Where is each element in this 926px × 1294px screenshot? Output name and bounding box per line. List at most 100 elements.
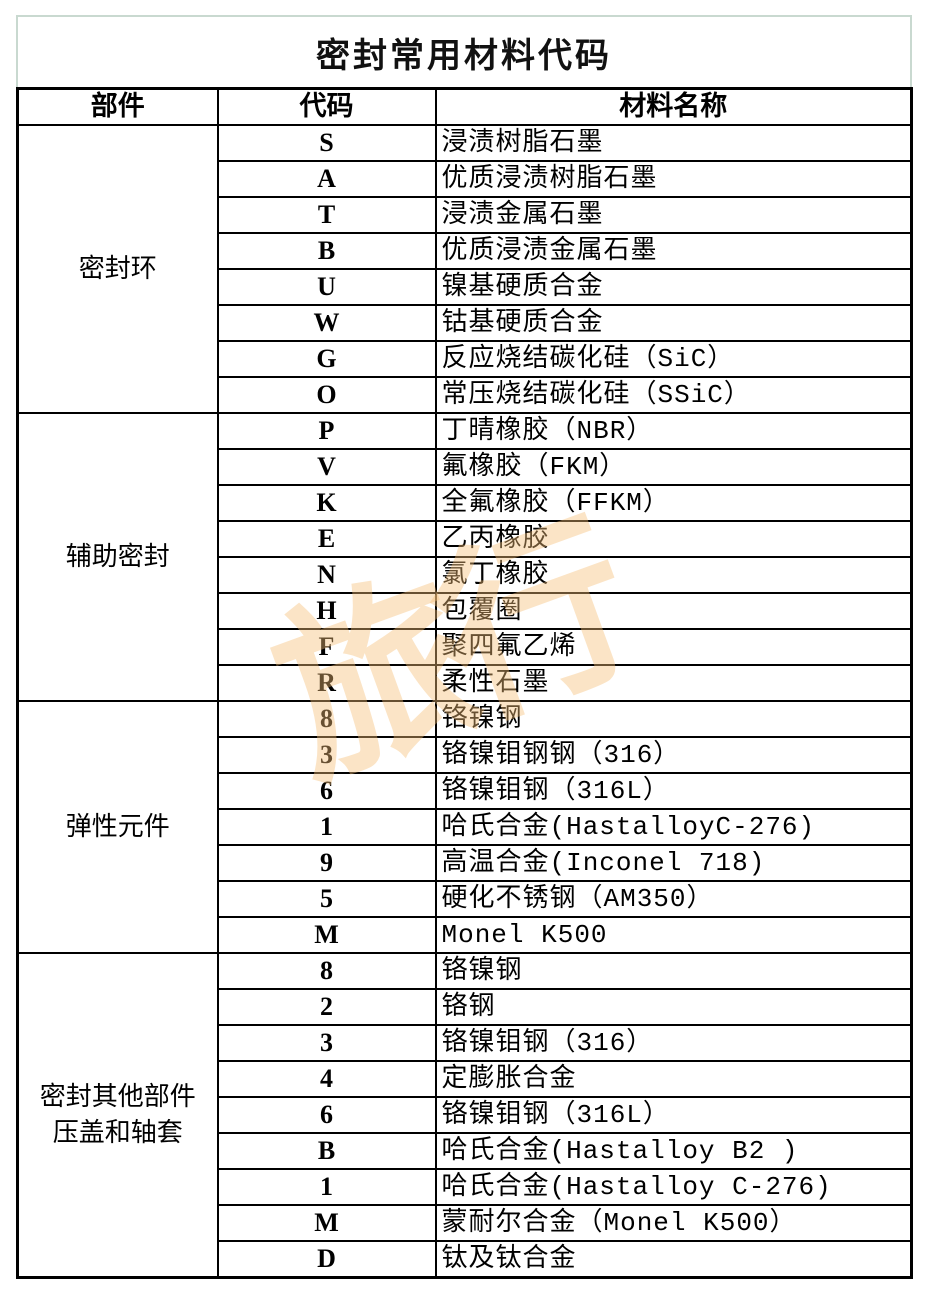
table-row: F 聚四氟乙烯 — [18, 628, 913, 666]
table-row: O 常压烧结碳化硅（SSiC） — [18, 376, 913, 414]
code-cell: 1 — [216, 808, 437, 846]
material-name-cell: 全氟橡胶（FFKM） — [434, 484, 913, 522]
material-name-cell: 铬镍钢 — [434, 700, 913, 738]
material-name-cell: 镍基硬质合金 — [434, 268, 913, 306]
code-cell: G — [216, 340, 437, 378]
table-row: 9 高温合金(Inconel 718) — [18, 844, 913, 882]
material-name-cell: 铬镍钼钢（316L） — [434, 1096, 913, 1134]
table-row: R 柔性石墨 — [18, 664, 913, 702]
code-cell: N — [216, 556, 437, 594]
material-name-cell: 铬镍钼钢钢（316） — [434, 736, 913, 774]
material-name-cell: 高温合金(Inconel 718) — [434, 844, 913, 882]
table-row: W 钴基硬质合金 — [18, 304, 913, 342]
table-row: 密封其他部件 压盖和轴套 8 铬镍钢 — [16, 952, 913, 1279]
part-group-cell: 密封其他部件 压盖和轴套 — [16, 952, 219, 1279]
material-name-cell: 定膨胀合金 — [434, 1060, 913, 1098]
code-cell: 4 — [216, 1060, 437, 1098]
code-cell: 6 — [216, 772, 437, 810]
code-cell: A — [216, 160, 437, 198]
table-row: E 乙丙橡胶 — [18, 520, 913, 558]
header-code: 代码 — [216, 87, 437, 126]
table-row: U 镍基硬质合金 — [18, 268, 913, 306]
material-name-cell: 硬化不锈钢（AM350） — [434, 880, 913, 918]
table-row: 密封环 S 浸渍树脂石墨 — [16, 124, 913, 414]
table-row: 1 哈氏合金(HastalloyC-276) — [18, 808, 913, 846]
code-cell: V — [216, 448, 437, 486]
table-row: 5 硬化不锈钢（AM350） — [18, 880, 913, 918]
material-name-cell: 哈氏合金(Hastalloy B2 ) — [434, 1132, 913, 1170]
table-row: 3 铬镍钼钢（316） — [18, 1024, 913, 1062]
code-cell: 6 — [216, 1096, 437, 1134]
part-label: 密封其他部件 — [39, 1082, 196, 1112]
part-label: 密封环 — [78, 254, 157, 284]
code-cell: H — [216, 592, 437, 630]
code-cell: M — [216, 1204, 437, 1242]
material-name-cell: 包覆圈 — [434, 592, 913, 630]
table-row: B 哈氏合金(Hastalloy B2 ) — [18, 1132, 913, 1170]
material-name-cell: 铬镍钼钢（316） — [434, 1024, 913, 1062]
table-row: 3 铬镍钼钢钢（316） — [18, 736, 913, 774]
code-cell: F — [216, 628, 437, 666]
table-row: A 优质浸渍树脂石墨 — [18, 160, 913, 198]
table-row: 辅助密封 P 丁晴橡胶（NBR） — [16, 412, 913, 702]
material-name-cell: 优质浸渍树脂石墨 — [434, 160, 913, 198]
material-code-table: 部件 代码 材料名称 密封环 S 浸渍树脂石墨 A 优质浸渍树脂石墨 T 浸渍金属石墨 B 优质… — [16, 87, 913, 1279]
table-row: 6 铬镍钼钢（316L） — [18, 772, 913, 810]
part-label: 弹性元件 — [65, 812, 170, 842]
part-label: 压盖和轴套 — [52, 1118, 183, 1148]
part-group-cell: 密封环 — [16, 124, 219, 414]
material-name-cell: 浸渍金属石墨 — [434, 196, 913, 234]
code-cell: D — [216, 1240, 437, 1279]
material-name-cell: 铬镍钢 — [434, 952, 913, 990]
table-row: B 优质浸渍金属石墨 — [18, 232, 913, 270]
material-name-cell: 氟橡胶（FKM） — [434, 448, 913, 486]
part-group-cell: 辅助密封 — [16, 412, 219, 702]
code-cell: 2 — [216, 988, 437, 1026]
code-cell: M — [216, 916, 437, 954]
header-material-name: 材料名称 — [434, 87, 913, 126]
code-cell: K — [216, 484, 437, 522]
material-name-cell: 乙丙橡胶 — [434, 520, 913, 558]
code-cell: 8 — [216, 952, 437, 990]
table-row: 2 铬钢 — [18, 988, 913, 1026]
part-group-cell: 弹性元件 — [16, 700, 219, 954]
code-cell: S — [216, 124, 437, 162]
table-row: K 全氟橡胶（FFKM） — [18, 484, 913, 522]
table-row: 弹性元件 8 铬镍钢 — [16, 700, 913, 954]
table-row: 4 定膨胀合金 — [18, 1060, 913, 1098]
table-row: M Monel K500 — [18, 916, 913, 954]
code-cell: O — [216, 376, 437, 414]
code-cell: B — [216, 1132, 437, 1170]
table-row: 1 哈氏合金(Hastalloy C-276) — [18, 1168, 913, 1206]
material-name-cell: 聚四氟乙烯 — [434, 628, 913, 666]
material-name-cell: 反应烧结碳化硅（SiC） — [434, 340, 913, 378]
table-row: H 包覆圈 — [18, 592, 913, 630]
table-row: N 氯丁橡胶 — [18, 556, 913, 594]
material-name-cell: 丁晴橡胶（NBR） — [434, 412, 913, 450]
material-name-cell: 常压烧结碳化硅（SSiC） — [434, 376, 913, 414]
code-cell: 3 — [216, 736, 437, 774]
title-box: 密封常用材料代码 — [16, 15, 912, 87]
code-cell: P — [216, 412, 437, 450]
material-name-cell: 铬钢 — [434, 988, 913, 1026]
code-cell: W — [216, 304, 437, 342]
code-cell: E — [216, 520, 437, 558]
table-row: D 钛及钛合金 — [18, 1240, 913, 1279]
material-name-cell: 钴基硬质合金 — [434, 304, 913, 342]
material-name-cell: Monel K500 — [434, 916, 913, 954]
code-cell: B — [216, 232, 437, 270]
material-name-cell: 哈氏合金(Hastalloy C-276) — [434, 1168, 913, 1206]
table-row: G 反应烧结碳化硅（SiC） — [18, 340, 913, 378]
material-name-cell: 浸渍树脂石墨 — [434, 124, 913, 162]
code-cell: 3 — [216, 1024, 437, 1062]
code-cell: 1 — [216, 1168, 437, 1206]
material-name-cell: 哈氏合金(HastalloyC-276) — [434, 808, 913, 846]
table-row: V 氟橡胶（FKM） — [18, 448, 913, 486]
table-row: 6 铬镍钼钢（316L） — [18, 1096, 913, 1134]
header-part: 部件 — [16, 87, 219, 126]
table-row: T 浸渍金属石墨 — [18, 196, 913, 234]
material-name-cell: 铬镍钼钢（316L） — [434, 772, 913, 810]
material-name-cell: 氯丁橡胶 — [434, 556, 913, 594]
code-cell: 8 — [216, 700, 437, 738]
code-cell: U — [216, 268, 437, 306]
